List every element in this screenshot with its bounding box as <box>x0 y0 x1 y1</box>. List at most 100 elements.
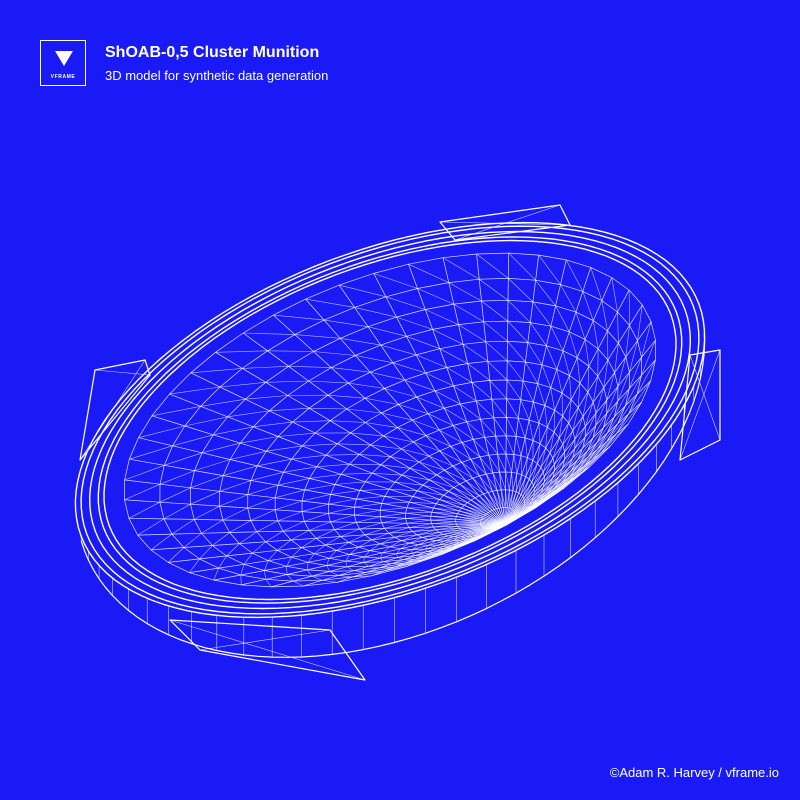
wire-diagonal <box>151 406 201 417</box>
wire-diagonal <box>538 423 541 444</box>
wire-diagonal <box>408 523 432 528</box>
wire-diagonal <box>366 570 384 573</box>
wire-diagonal <box>380 557 384 562</box>
wire-diagonal <box>597 423 619 450</box>
wire-spoke <box>504 339 656 526</box>
wire-diagonal <box>625 325 630 358</box>
wire-diagonal <box>472 477 489 493</box>
wire-diagonal <box>382 546 390 554</box>
wire-diagonal <box>240 564 245 576</box>
wire-diagonal <box>524 488 535 504</box>
wire-diagonal <box>545 476 560 493</box>
wire-diagonal <box>223 465 258 476</box>
wire-diagonal <box>379 537 395 545</box>
wire-diagonal <box>481 300 508 322</box>
wire-diagonal <box>355 355 393 364</box>
wire-diagonal <box>381 518 406 524</box>
wire-diagonal <box>515 509 526 518</box>
wire-diagonal <box>518 418 526 439</box>
wire-diagonal <box>189 558 200 573</box>
wire-diagonal <box>256 520 278 533</box>
wire-diagonal <box>514 500 525 515</box>
wire-diagonal <box>628 380 651 414</box>
wire-diagonal <box>452 544 460 546</box>
wire-diagonal <box>425 435 451 447</box>
wire-diagonal <box>489 380 507 400</box>
wire-diagonal <box>443 529 462 535</box>
wire-diagonal <box>308 521 331 531</box>
wire-diagonal <box>306 562 309 570</box>
wire-diagonal <box>363 556 365 563</box>
wire-diagonal <box>502 507 506 526</box>
wire-diagonal <box>383 566 407 572</box>
wire-diagonal <box>433 549 446 553</box>
downward-triangle-icon <box>55 51 73 66</box>
wire-diagonal <box>603 401 619 428</box>
wire-diagonal <box>301 503 329 512</box>
wire-diagonal <box>301 538 317 548</box>
wire-diagonal <box>184 416 228 427</box>
wire-diagonal <box>446 367 473 383</box>
wire-diagonal <box>458 324 486 343</box>
wire-diagonal <box>438 540 445 546</box>
wire-diagonal <box>484 514 506 526</box>
wire-diagonal <box>532 493 551 508</box>
wire-diagonal <box>506 398 519 419</box>
wire-diagonal <box>525 498 538 510</box>
wire-diagonal <box>171 519 195 535</box>
wire-diagonal <box>257 458 292 467</box>
wire-diagonal <box>574 426 586 449</box>
wire-diagonal <box>349 546 359 555</box>
wire-diagonal <box>292 420 331 423</box>
wire-diagonal <box>242 366 289 369</box>
wire-diagonal <box>522 479 530 497</box>
wire-diagonal <box>629 357 642 389</box>
wire-diagonal <box>537 383 546 406</box>
wire-diagonal <box>304 484 335 491</box>
wire-diagonal <box>506 360 524 382</box>
wire-diagonal <box>439 450 462 463</box>
wire-diagonal <box>412 496 440 500</box>
wire-diagonal <box>539 484 554 500</box>
wire-diagonal <box>492 491 502 508</box>
wire-diagonal <box>487 512 506 526</box>
rim-ring <box>97 236 683 604</box>
wire-diagonal <box>305 298 355 308</box>
wire-diagonal <box>459 483 480 496</box>
wire-diagonal <box>523 481 533 499</box>
wire-diagonal <box>444 469 467 482</box>
wire-diagonal <box>240 574 242 585</box>
wire-diagonal <box>250 471 284 481</box>
wire-diagonal <box>614 388 630 418</box>
wire-diagonal <box>617 311 619 344</box>
wire-diagonal <box>439 348 468 364</box>
wire-diagonal <box>167 547 185 563</box>
wire-diagonal <box>435 535 449 541</box>
wire-diagonal <box>465 538 476 542</box>
wire-diagonal <box>593 320 599 349</box>
wire-ring <box>219 320 619 572</box>
wire-diagonal <box>461 507 485 516</box>
wire-diagonal <box>292 580 304 587</box>
wire-diagonal <box>397 557 404 560</box>
wire-diagonal <box>442 257 480 280</box>
wire-diagonal <box>164 452 203 466</box>
wire-diagonal <box>460 536 466 541</box>
wire-diagonal <box>309 474 342 479</box>
wire-diagonal <box>508 252 536 281</box>
wire-diagonal <box>576 449 598 472</box>
wire-diagonal <box>346 408 382 414</box>
wire-diagonal <box>384 522 407 529</box>
wire-diagonal <box>506 417 517 437</box>
wire-diagonal <box>587 366 590 393</box>
wire-diagonal <box>511 491 517 510</box>
wire-diagonal <box>124 465 165 481</box>
wire-diagonal <box>219 480 252 492</box>
wire-diagonal <box>334 481 366 485</box>
wire-diagonal <box>416 529 436 536</box>
wire-diagonal <box>330 490 361 495</box>
wire-diagonal <box>338 575 353 578</box>
wire-diagonal <box>415 554 441 563</box>
wire-diagonal <box>269 407 310 412</box>
